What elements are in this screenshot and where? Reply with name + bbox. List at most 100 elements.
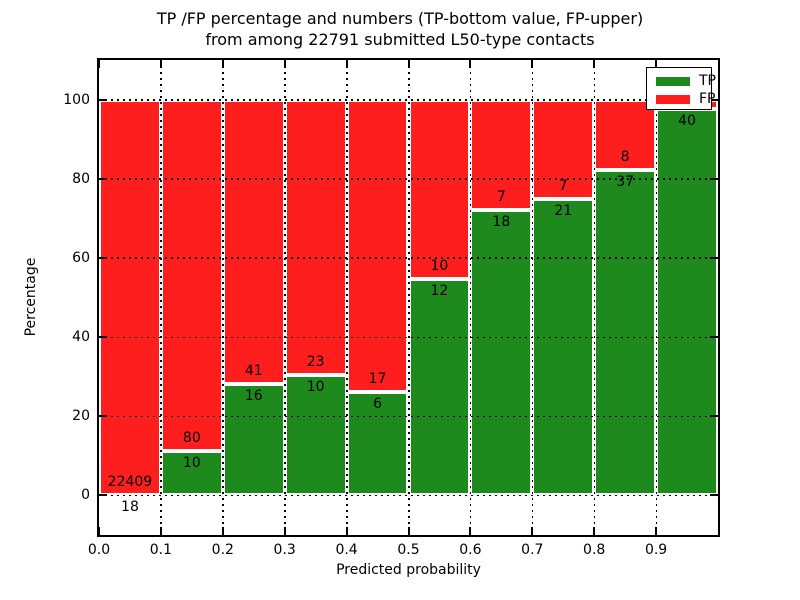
x-tick-mark — [655, 527, 658, 535]
fp-bar-segment — [99, 99, 161, 496]
tp-count-annotation: 37 — [616, 173, 635, 190]
tp-bar-segment — [594, 169, 657, 496]
x-tick-mark — [159, 527, 162, 535]
fp-legend-swatch-icon — [656, 95, 690, 104]
y-tick-mark-right — [710, 494, 718, 497]
fp-count-annotation: 8 — [620, 148, 630, 165]
horizontal-gridline — [99, 257, 718, 259]
x-tick-mark — [531, 527, 534, 535]
x-tick-mark — [593, 527, 596, 535]
x-axis-label: Predicted probability — [336, 562, 481, 578]
horizontal-gridline — [99, 415, 718, 418]
chart-title-line2: from among 22791 submitted L50-type cont… — [205, 30, 595, 49]
x-tick-mark-top — [159, 60, 162, 68]
y-tick-label: 80 — [72, 170, 90, 187]
x-tick-mark — [469, 527, 472, 535]
x-tick-mark-top — [407, 60, 410, 68]
x-tick-label: 0.4 — [335, 542, 358, 558]
vertical-gridline — [531, 60, 534, 535]
x-tick-label: 0.6 — [459, 542, 482, 558]
tp-legend-swatch-icon — [656, 77, 690, 86]
tp-count-annotation: 16 — [244, 388, 263, 405]
tp-bar-segment — [470, 210, 533, 496]
tp-bar-segment — [532, 198, 595, 496]
vertical-gridline — [655, 60, 658, 535]
horizontal-gridline — [99, 99, 718, 101]
fp-count-annotation: 10 — [430, 258, 449, 275]
vertical-gridline — [346, 60, 348, 535]
x-tick-mark-top — [655, 60, 658, 68]
y-tick-mark-right — [710, 256, 718, 259]
fp-bar-segment — [160, 99, 223, 452]
x-tick-label: 0.0 — [87, 542, 111, 558]
x-tick-mark — [221, 527, 224, 535]
y-tick-label: 60 — [72, 249, 90, 266]
y-tick-label: 100 — [63, 91, 90, 108]
y-tick-mark-right — [710, 177, 718, 180]
plot-area: TP FP 22409 18 80 10 41 16 23 10 17 6 10 12 7 18 7 21 8 3… — [97, 58, 720, 537]
x-tick-mark-top — [283, 60, 286, 68]
x-tick-label: 0.9 — [644, 542, 668, 558]
x-tick-mark-top — [98, 60, 100, 68]
fp-bar-segment — [532, 99, 595, 199]
x-tick-mark-top — [221, 60, 224, 68]
y-tick-mark — [99, 494, 107, 497]
legend-label-fp: FP — [699, 91, 716, 107]
vertical-gridline — [593, 60, 596, 535]
x-tick-label: 0.8 — [583, 542, 606, 558]
x-tick-mark — [98, 527, 100, 535]
fp-count-annotation: 80 — [182, 430, 201, 447]
fp-bar-segment — [284, 99, 347, 376]
fp-bar-segment — [222, 99, 285, 385]
horizontal-gridline — [99, 494, 718, 497]
x-tick-label: 0.2 — [211, 542, 234, 558]
fp-count-annotation: 7 — [558, 177, 568, 194]
legend-label-tp: TP — [699, 73, 716, 89]
horizontal-gridline — [99, 178, 718, 180]
y-tick-label: 20 — [72, 408, 90, 425]
tp-count-annotation: 18 — [492, 214, 511, 231]
vertical-gridline — [408, 60, 410, 535]
vertical-gridline — [469, 60, 472, 535]
tp-count-annotation: 10 — [306, 379, 325, 396]
y-tick-mark-right — [710, 415, 718, 418]
y-tick-mark — [99, 415, 107, 418]
fp-count-annotation: 17 — [368, 371, 387, 388]
tp-count-annotation: 40 — [678, 113, 696, 130]
y-tick-mark-right — [710, 98, 718, 101]
tp-count-annotation: 12 — [430, 283, 449, 300]
y-tick-mark-right — [710, 336, 718, 339]
vertical-gridline — [222, 60, 224, 535]
fp-count-annotation: 7 — [496, 189, 506, 206]
x-tick-mark — [407, 527, 410, 535]
legend: TP FP — [646, 67, 716, 110]
x-tick-mark-top — [469, 60, 472, 68]
fp-bar-segment — [346, 99, 409, 393]
x-tick-mark — [345, 527, 348, 535]
tp-count-annotation: 21 — [554, 202, 573, 219]
fp-count-annotation: 23 — [306, 354, 325, 371]
y-tick-mark — [99, 177, 107, 180]
y-tick-mark — [99, 98, 107, 101]
horizontal-gridline — [99, 336, 718, 339]
tp-count-annotation: 18 — [121, 499, 139, 516]
x-tick-mark — [283, 527, 286, 535]
chart-title-line1: TP /FP percentage and numbers (TP-bottom… — [156, 9, 644, 28]
x-tick-label: 0.5 — [397, 542, 420, 558]
tp-count-annotation: 6 — [373, 396, 382, 413]
x-tick-label: 0.3 — [273, 542, 296, 558]
y-tick-label: 0 — [81, 487, 90, 504]
tp-count-annotation: 10 — [182, 455, 201, 472]
x-tick-mark-top — [531, 60, 534, 68]
x-tick-mark-top — [345, 60, 348, 68]
fp-bar-segment — [408, 99, 471, 280]
vertical-gridline — [160, 60, 162, 535]
y-axis-label: Percentage — [23, 257, 39, 337]
x-tick-mark-top — [593, 60, 596, 68]
y-tick-mark — [99, 336, 107, 339]
y-tick-mark — [99, 256, 107, 259]
x-tick-label: 0.1 — [149, 542, 173, 558]
y-tick-label: 40 — [72, 329, 90, 346]
fp-count-annotation: 41 — [244, 363, 263, 380]
fp-count-annotation: 22409 — [107, 474, 153, 491]
